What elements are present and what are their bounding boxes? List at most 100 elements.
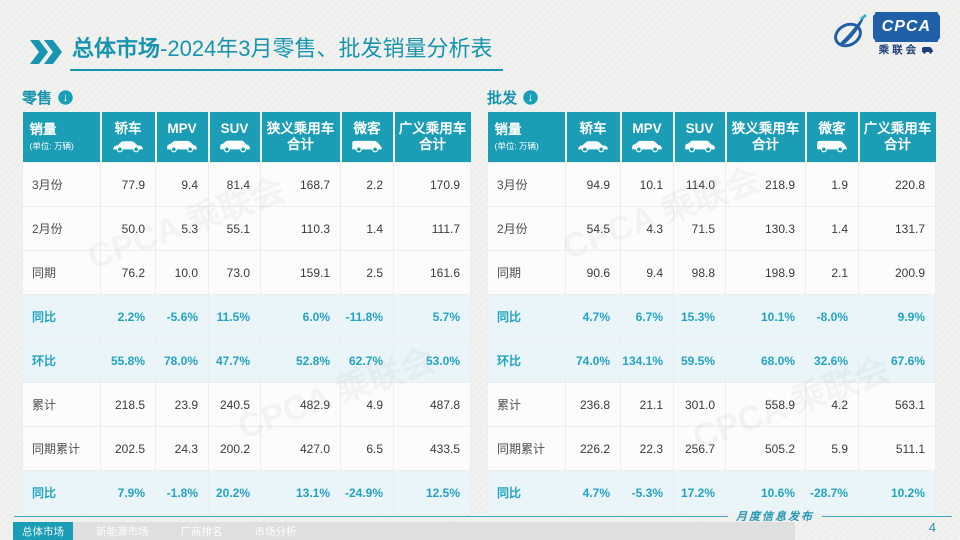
column-header: SUV: [208, 112, 262, 163]
cell-value: 53.0%: [393, 338, 471, 383]
cell-value: 98.8: [673, 250, 726, 295]
row-label: 3月份: [22, 162, 101, 207]
cell-value: 9.4: [620, 250, 674, 295]
cell-value: -5.3%: [620, 470, 674, 515]
footer-rule-left: [14, 515, 728, 517]
cell-value: 4.9: [340, 382, 394, 427]
footer-tab-1[interactable]: 总体市场: [13, 522, 73, 540]
table-row: 同期 76.2 10.0 73.0 159.1 2.5 161.6: [22, 250, 471, 295]
cell-value: 482.9: [260, 382, 341, 427]
cell-value: 240.5: [208, 382, 261, 427]
row-label: 环比: [22, 338, 101, 383]
cell-value: 21.1: [620, 382, 674, 427]
cell-value: 134.1%: [620, 338, 674, 383]
cell-value: 10.1: [620, 162, 674, 207]
page-title: 总体市场-2024年3月零售、批发销量分析表: [70, 31, 503, 71]
double-chevron-icon: [29, 40, 65, 69]
column-header: 广义乘用车 合计: [393, 112, 471, 163]
column-header: 销量 (单位: 万辆): [22, 112, 102, 163]
page-title-section: 总体市场: [72, 36, 161, 61]
cell-value: 5.7%: [393, 294, 471, 339]
cell-value: 94.9: [565, 162, 621, 207]
suv-icon: [219, 140, 250, 153]
cell-value: 218.5: [100, 382, 156, 427]
column-header: 广义乘用车 合计: [858, 112, 936, 163]
column-header: 轿车: [100, 112, 157, 163]
table-row: 3月份 77.9 9.4 81.4 168.7 2.2 170.9: [22, 162, 471, 207]
cell-value: 511.1: [858, 426, 936, 471]
row-label: 累计: [487, 382, 566, 427]
cell-value: 78.0%: [155, 338, 209, 383]
cpca-logo: CPCA 乘联会: [828, 12, 940, 59]
cpca-logo-text: CPCA 乘联会: [872, 14, 940, 57]
cell-value: 236.8: [565, 382, 621, 427]
footer-tab-2[interactable]: 新能源市场: [96, 525, 149, 538]
cell-value: 301.0: [673, 382, 726, 427]
column-header: 销量 (单位: 万辆): [487, 112, 567, 163]
cell-value: 256.7: [673, 426, 726, 471]
footer-tab-4[interactable]: 市场分析: [254, 525, 297, 538]
retail-section-label: 零售: [22, 89, 53, 107]
cell-value: 77.9: [100, 162, 156, 207]
table-row: 同比 4.7% 6.7% 15.3% 10.1% -8.0% 9.9%: [487, 294, 936, 339]
row-label: 累计: [22, 382, 101, 427]
footer-rule: 月度信息发布: [14, 508, 952, 524]
table-row: 同比 7.9% -1.8% 20.2% 13.1% -24.9% 12.5%: [22, 470, 471, 515]
wholesale-panel: 批发 ↓ 销量 (单位: 万辆) 轿车 MPV SUV 狭义乘用车 合计 微客 广义乘用车 合计 3…: [487, 86, 936, 515]
cell-value: 220.8: [858, 162, 936, 207]
cell-value: 23.9: [155, 382, 209, 427]
cell-value: 62.7%: [340, 338, 394, 383]
cell-value: 9.9%: [858, 294, 936, 339]
cpca-emblem-icon: [828, 12, 870, 59]
wholesale-section-head: 批发 ↓: [487, 86, 935, 108]
footer-rule-right: [822, 515, 952, 517]
mpv-icon: [632, 140, 662, 153]
row-label: 同期: [22, 250, 101, 295]
cell-value: 1.4: [340, 206, 394, 251]
cell-value: 10.6%: [725, 470, 806, 515]
row-label: 同比: [487, 470, 566, 515]
table-row: 同期累计 202.5 24.3 200.2 427.0 6.5 433.5: [22, 426, 471, 471]
footer-tab-bar: 总体市场 新能源市场 厂商排名 市场分析: [13, 522, 795, 540]
cell-value: 67.6%: [858, 338, 936, 383]
row-label: 环比: [487, 338, 566, 383]
cell-value: 76.2: [100, 250, 156, 295]
cell-value: 10.1%: [725, 294, 806, 339]
cell-value: 200.9: [858, 250, 936, 295]
footer-note: 月度信息发布: [736, 511, 814, 523]
cell-value: 13.1%: [260, 470, 341, 515]
table-row: 同比 4.7% -5.3% 17.2% 10.6% -28.7% 10.2%: [487, 470, 936, 515]
row-label: 2月份: [487, 206, 566, 251]
cell-value: 55.1: [208, 206, 261, 251]
cpca-logo-sub-text: 乘联会: [878, 44, 920, 56]
table-row: 3月份 94.9 10.1 114.0 218.9 1.9 220.8: [487, 162, 936, 207]
cell-value: 2.5: [340, 250, 394, 295]
row-label: 同比: [22, 470, 101, 515]
cell-value: 10.2%: [858, 470, 936, 515]
column-header: 轿车: [565, 112, 622, 163]
cell-value: 5.3: [155, 206, 209, 251]
cell-value: 22.3: [620, 426, 674, 471]
wholesale-section-label: 批发: [487, 89, 518, 107]
cell-value: 15.3%: [673, 294, 726, 339]
cell-value: 6.0%: [260, 294, 341, 339]
cell-value: 74.0%: [565, 338, 621, 383]
retail-table: 销量 (单位: 万辆) 轿车 MPV SUV 狭义乘用车 合计 微客 广义乘用车 合计 3月份 77.…: [22, 112, 471, 515]
cell-value: 131.7: [858, 206, 936, 251]
row-label: 3月份: [487, 162, 566, 207]
cell-value: 114.0: [673, 162, 726, 207]
footer-tab-3[interactable]: 厂商排名: [180, 525, 223, 538]
cell-value: 32.6%: [805, 338, 859, 383]
cell-value: 90.6: [565, 250, 621, 295]
row-label: 同期累计: [22, 426, 101, 471]
cell-value: 1.9: [805, 162, 859, 207]
cell-value: 11.5%: [208, 294, 261, 339]
column-header: MPV: [620, 112, 675, 163]
cell-value: -11.8%: [340, 294, 394, 339]
cell-value: 24.3: [155, 426, 209, 471]
cell-value: 2.2%: [100, 294, 156, 339]
column-header: 狭义乘用车 合计: [260, 112, 342, 163]
retail-panel: 零售 ↓ 销量 (单位: 万辆) 轿车 MPV SUV 狭义乘用车 合计 微客 广义乘用车 合计 3…: [22, 86, 471, 515]
down-arrow-icon: ↓: [57, 88, 75, 106]
